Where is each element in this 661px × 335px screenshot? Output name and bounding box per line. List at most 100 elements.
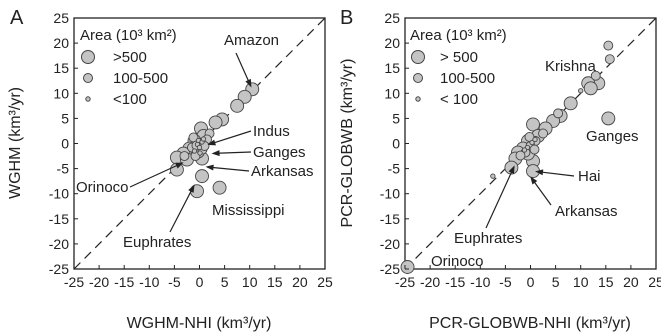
data-point-small — [200, 136, 207, 142]
annotation-amazon: Amazon — [224, 32, 279, 49]
x-tick-label: 15 — [267, 274, 283, 290]
annotation-arrowhead — [530, 176, 538, 185]
annotation-arrows-a — [129, 52, 252, 233]
x-tick-label: -15 — [114, 274, 134, 290]
annotation-krishna: Krishna — [545, 58, 597, 75]
y-tick-label: -15 — [380, 211, 400, 227]
x-axis-label-a: WGHM-NHI (km³/yr) — [127, 315, 272, 332]
data-point-medium — [515, 150, 526, 161]
legend-a: Area (10³ km²) >500 100-500 <100 — [80, 27, 177, 108]
legend-title-a: Area (10³ km²) — [80, 27, 177, 44]
annotation-arrow — [536, 170, 575, 177]
x-tick-label: 25 — [648, 274, 661, 290]
legend-label-large-a: >500 — [113, 49, 147, 66]
annotation-labels-a: Amazon Indus Ganges Arkansas Orinoco Mis… — [76, 32, 314, 251]
data-point-medium — [604, 54, 615, 65]
data-point-medium — [524, 132, 535, 142]
annotation-labels-b: Krishna Ganges Hai Arkansas Euphrates Or… — [431, 58, 639, 270]
x-tick-label: -20 — [89, 274, 109, 290]
data-point-medium — [603, 40, 614, 51]
legend-marker-medium-a — [83, 73, 93, 83]
annotation-arrowhead — [211, 150, 220, 157]
annotation-hai: Hai — [578, 168, 601, 185]
data-point-large — [212, 180, 227, 195]
y-tick-label: -20 — [49, 236, 69, 252]
x-tick-label: -10 — [470, 274, 490, 290]
annotation-arrowhead — [534, 169, 544, 176]
y-tick-label: -20 — [380, 236, 400, 252]
panel-a: A -25 -20 -15 -10 -5 0 5 10 15 20 25 -25-20-15-10-… — [7, 7, 333, 332]
y-tick-label: -25 — [49, 261, 69, 277]
x-tick-label: 20 — [623, 274, 639, 290]
x-tick-label: -20 — [420, 274, 440, 290]
data-point-small — [521, 147, 528, 153]
x-tick-label: 20 — [292, 274, 308, 290]
legend-label-small-a: <100 — [113, 91, 147, 108]
data-point-small — [532, 136, 538, 143]
data-points-a — [169, 82, 260, 199]
annotation-arrow — [485, 166, 515, 229]
data-point-large — [237, 89, 252, 104]
data-point-large — [563, 96, 578, 111]
x-tick-label: -5 — [499, 274, 512, 290]
legend-marker-large-a — [81, 50, 95, 64]
y-tick-label: 20 — [384, 35, 400, 51]
y-tick-label: -5 — [388, 161, 401, 177]
x-tick-label: 0 — [527, 274, 535, 290]
x-tick-label: 0 — [196, 274, 204, 290]
y-tick-label: 10 — [384, 85, 400, 101]
panel-letter-b: B — [340, 7, 353, 29]
x-tick-label: -5 — [168, 274, 181, 290]
legend-label-large-b: > 500 — [440, 49, 478, 66]
y-tick-label: -10 — [49, 186, 69, 202]
y-tick-label: 5 — [61, 110, 69, 126]
data-point-large — [195, 169, 209, 184]
annotation-ganges-b: Ganges — [586, 128, 639, 145]
data-point-medium — [590, 70, 601, 81]
data-point-large — [208, 115, 223, 130]
data-point-small — [529, 139, 535, 146]
y-tick-label: 15 — [53, 60, 69, 76]
x-tick-label: -25 — [64, 274, 84, 290]
y-axis-label-a: WGHM (km³/yr) — [7, 87, 24, 199]
data-point-small — [196, 144, 203, 151]
data-point-large — [230, 98, 245, 113]
legend-marker-large-b — [411, 50, 425, 64]
x-tick-labels-a: -25 -20 -15 -10 -5 0 5 10 15 20 25 — [64, 265, 333, 290]
y-tick-labels-b: -25 -20 -15 -10 -5 0 5 10 15 20 25 — [380, 10, 409, 277]
annotation-mississippi: Mississippi — [212, 202, 285, 219]
x-tick-label: 10 — [573, 274, 589, 290]
data-point-medium — [179, 151, 190, 162]
data-point-small — [578, 88, 584, 94]
annotation-orinoco-b: Orinoco — [431, 253, 484, 270]
annotation-ganges: Ganges — [253, 144, 306, 161]
annotation-euphrates: Euphrates — [123, 234, 191, 251]
x-tick-label: 15 — [598, 274, 614, 290]
y-tick-label: -5 — [57, 161, 70, 177]
y-tick-label: 5 — [392, 110, 400, 126]
x-tick-label: 5 — [221, 274, 229, 290]
y-tick-label: 10 — [53, 85, 69, 101]
x-tick-label: 10 — [242, 274, 258, 290]
x-axis-label-b: PCR-GLOBWB-NHI (km³/yr) — [429, 315, 631, 332]
panel-b: B -25 -20 -15 -10 -5 0 5 10 15 20 25 -25-20-15-10-… — [339, 7, 661, 332]
legend-marker-small-a — [85, 96, 91, 102]
annotation-arrow — [209, 130, 252, 145]
y-tick-label: 15 — [384, 60, 400, 76]
annotation-arrowhead — [245, 78, 252, 88]
annotation-arrow — [129, 162, 183, 188]
annotation-arrowhead — [175, 162, 184, 169]
annotation-arrow — [207, 166, 250, 172]
x-tick-label: -25 — [395, 274, 415, 290]
data-point-large — [504, 160, 519, 175]
legend-b: Area (10³ km²) > 500 100-500 < 100 — [410, 27, 507, 108]
x-tick-label: -15 — [445, 274, 465, 290]
y-tick-label: -25 — [380, 261, 400, 277]
data-points-b — [400, 40, 616, 274]
annotation-arkansas-b: Arkansas — [555, 203, 618, 220]
y-tick-labels-a: -25 -20 -15 -10 -5 0 5 10 15 20 25 — [49, 10, 78, 277]
legend-label-medium-b: 100-500 — [440, 70, 495, 87]
annotation-orinoco: Orinoco — [76, 179, 129, 196]
annotation-arrows-b — [485, 165, 575, 229]
